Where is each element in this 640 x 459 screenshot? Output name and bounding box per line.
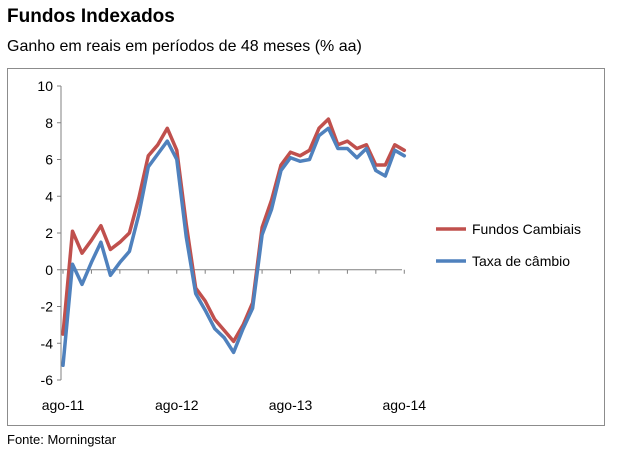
legend-label-fundos-cambiais: Fundos Cambiais xyxy=(472,221,581,237)
legend-label-taxa-de-cambio: Taxa de câmbio xyxy=(472,253,570,269)
x-tick-label: ago-12 xyxy=(155,397,199,413)
y-tick-label: 4 xyxy=(45,188,53,204)
chart-subtitle: Ganho em reais em períodos de 48 meses (… xyxy=(7,38,362,55)
y-tick-label: 8 xyxy=(45,115,53,131)
y-tick-label: 0 xyxy=(45,262,53,278)
x-tick-label: ago-13 xyxy=(269,397,313,413)
y-tick-label: 2 xyxy=(45,225,53,241)
chart-title: Fundos Indexados xyxy=(7,6,175,27)
x-tick-label: ago-14 xyxy=(382,397,426,413)
y-tick-label: -6 xyxy=(41,372,54,388)
source-note: Fonte: Morningstar xyxy=(7,432,117,447)
y-tick-label: -4 xyxy=(41,335,54,351)
series-line-taxa-de-cambio xyxy=(61,126,407,368)
x-tick-label: ago-11 xyxy=(42,397,85,413)
chart-frame xyxy=(7,68,605,426)
y-tick-label: 6 xyxy=(45,152,53,168)
y-tick-label: 10 xyxy=(37,78,53,94)
series-line-fundos-cambiais xyxy=(61,117,407,344)
y-tick-label: -2 xyxy=(41,299,54,315)
